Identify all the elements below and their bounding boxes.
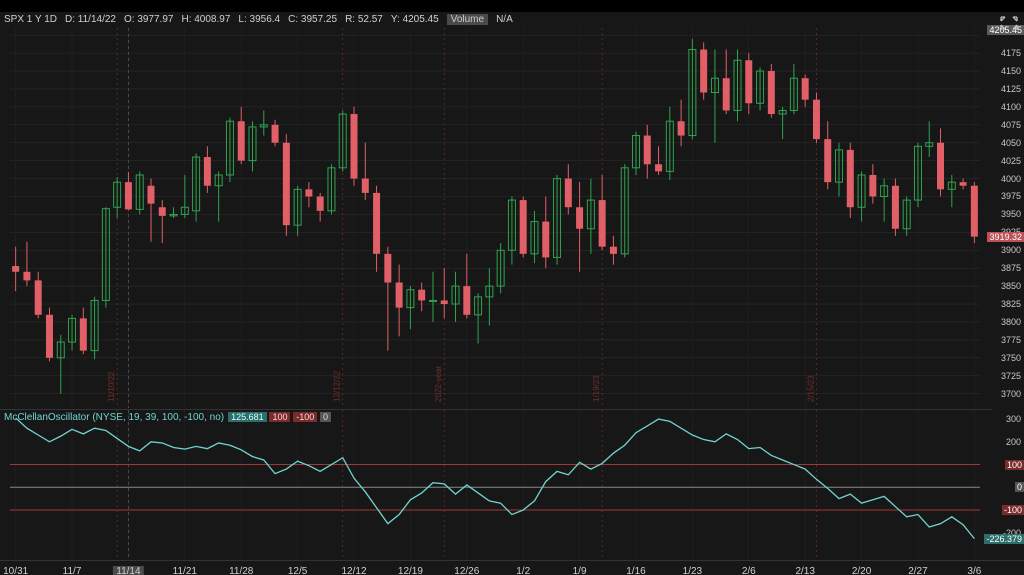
price-ytick: 3700: [1001, 389, 1021, 399]
indicator-badge: -100: [1002, 505, 1024, 515]
price-ytick: 3825: [1001, 299, 1021, 309]
price-ytick: 3975: [1001, 191, 1021, 201]
price-ytick: 3950: [1001, 209, 1021, 219]
price-ytick: 4125: [1001, 84, 1021, 94]
range-pair: R: 52.57: [345, 14, 383, 25]
price-ytick: 4050: [1001, 138, 1021, 148]
indicator-chart[interactable]: [10, 410, 980, 560]
price-y-axis: 3700372537503775380038253850387539003925…: [992, 12, 1024, 410]
price-ytick: 4175: [1001, 48, 1021, 58]
xaxis-tick: 2/27: [908, 566, 927, 575]
price-last-badge: 3919.32: [987, 232, 1024, 242]
indicator-name: McClellanOscillator (NYSE, 19, 39, 100, …: [4, 412, 224, 423]
xaxis-tick: 12/26: [454, 566, 479, 575]
price-ytick: 4025: [1001, 156, 1021, 166]
chart-root: SPX 1 Y 1D D: 11/14/22 O: 3977.97 H: 400…: [0, 12, 1024, 575]
xaxis-tick: 1/9: [573, 566, 587, 575]
xaxis-tick: 11/21: [173, 566, 197, 575]
indicator-chip: -100: [293, 412, 317, 422]
indicator-header: McClellanOscillator (NYSE, 19, 39, 100, …: [4, 412, 331, 423]
xaxis-tick: 11/14: [113, 566, 143, 575]
indicator-badge: 100: [1005, 460, 1024, 470]
price-ytick: 4000: [1001, 174, 1021, 184]
xaxis-tick: 11/7: [63, 566, 82, 575]
svg-text:1/19/23: 1/19/23: [592, 375, 601, 402]
indicator-chip: 125.681: [228, 412, 267, 422]
indicator-panel[interactable]: McClellanOscillator (NYSE, 19, 39, 100, …: [0, 410, 992, 560]
xaxis-tick: 2/6: [742, 566, 756, 575]
price-ytick: 3850: [1001, 281, 1021, 291]
svg-text:2022-year: 2022-year: [434, 366, 443, 402]
xaxis-tick: 3/6: [967, 566, 981, 575]
close-pair: C: 3957.25: [288, 14, 337, 25]
high-pair: H: 4008.97: [181, 14, 230, 25]
expand-icon[interactable]: [1000, 16, 1018, 30]
price-ytick: 4150: [1001, 66, 1021, 76]
quote-info-bar: SPX 1 Y 1D D: 11/14/22 O: 3977.97 H: 400…: [4, 14, 513, 25]
open-pair: O: 3977.97: [124, 14, 174, 25]
indicator-badge: 0: [1015, 482, 1024, 492]
volume-na: N/A: [496, 14, 513, 25]
price-ytick: 3900: [1001, 245, 1021, 255]
xaxis-tick: 12/5: [288, 566, 307, 575]
price-ytick: 4100: [1001, 102, 1021, 112]
indicator-ytick: 200: [1006, 437, 1021, 447]
xaxis-tick: 2/20: [852, 566, 871, 575]
indicator-chip: 100: [269, 412, 290, 422]
price-ytick: 3725: [1001, 371, 1021, 381]
xaxis-tick: 10/31: [3, 566, 28, 575]
candlestick-chart[interactable]: 11/10/22 12/12/22 2022-year 1/19/23 2/15/23: [10, 28, 980, 408]
symbol-label: SPX 1 Y 1D: [4, 14, 57, 25]
volume-chip: Volume: [447, 14, 488, 25]
xaxis-tick: 1/16: [626, 566, 645, 575]
price-ytick: 3800: [1001, 317, 1021, 327]
svg-text:11/10/22: 11/10/22: [107, 371, 116, 402]
xaxis-tick: 1/23: [683, 566, 702, 575]
indicator-ytick: 300: [1006, 414, 1021, 424]
indicator-chip: 0: [320, 412, 331, 422]
price-ytick: 3750: [1001, 353, 1021, 363]
date-pair: D: 11/14/22: [65, 14, 116, 25]
price-ytick: 3775: [1001, 335, 1021, 345]
xaxis-tick: 12/19: [398, 566, 423, 575]
price-panel[interactable]: 11/10/22 12/12/22 2022-year 1/19/23 2/15/23: [0, 12, 992, 410]
indicator-y-axis: 3002001000-100-2001000-100-226.379: [992, 410, 1024, 560]
svg-text:12/12/22: 12/12/22: [333, 370, 342, 402]
cursor-y-pair: Y: 4205.45: [391, 14, 439, 25]
price-ytick: 4075: [1001, 120, 1021, 130]
low-pair: L: 3956.4: [238, 14, 280, 25]
svg-text:2/15/23: 2/15/23: [806, 375, 815, 402]
xaxis-tick: 12/12: [341, 566, 366, 575]
xaxis-tick: 1/2: [516, 566, 530, 575]
xaxis-tick: 11/28: [229, 566, 253, 575]
time-x-axis: 10/3111/711/1411/2111/2812/512/1212/1912…: [10, 560, 980, 575]
price-ytick: 3875: [1001, 263, 1021, 273]
xaxis-tick: 2/13: [795, 566, 814, 575]
indicator-badge: -226.379: [984, 534, 1024, 544]
